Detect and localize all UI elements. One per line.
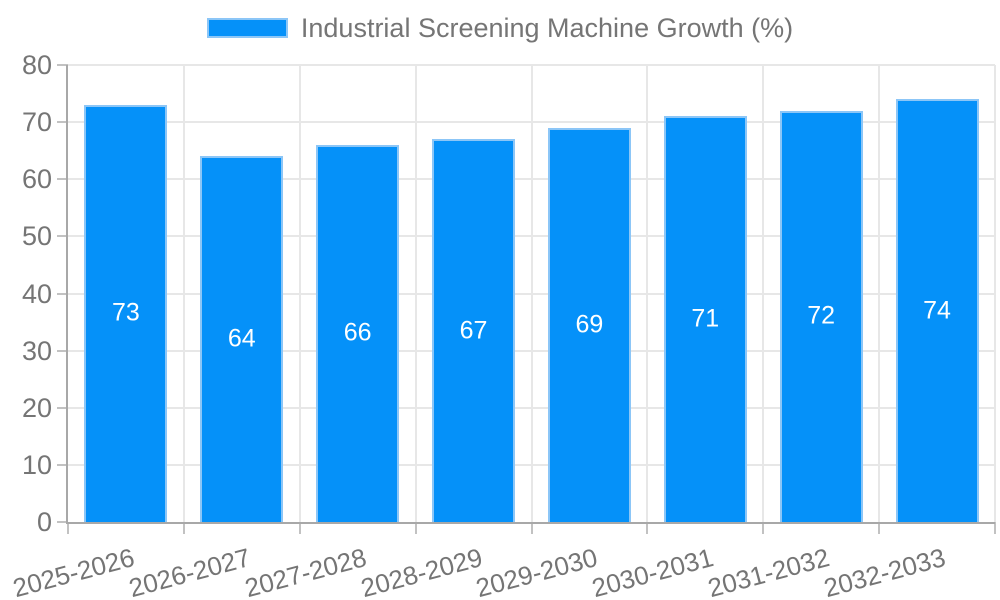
y-tick-label: 10 bbox=[21, 449, 52, 480]
y-tick-label: 40 bbox=[21, 278, 52, 309]
bar[interactable] bbox=[84, 104, 168, 522]
x-tick bbox=[414, 522, 417, 534]
y-tick bbox=[57, 463, 68, 466]
x-tick bbox=[67, 522, 69, 534]
legend-swatch bbox=[206, 18, 288, 38]
bar[interactable] bbox=[779, 110, 863, 522]
v-gridline bbox=[762, 65, 765, 522]
x-tick bbox=[298, 522, 301, 534]
bar-value-label: 69 bbox=[575, 310, 604, 339]
y-tick bbox=[57, 292, 68, 295]
legend-label: Industrial Screening Machine Growth (%) bbox=[300, 13, 794, 43]
bar[interactable] bbox=[316, 144, 400, 522]
v-gridline bbox=[414, 65, 417, 522]
x-tick bbox=[646, 522, 649, 534]
y-tick-label: 60 bbox=[21, 164, 52, 195]
x-tick bbox=[762, 522, 765, 534]
v-gridline bbox=[994, 65, 996, 522]
bar-value-label: 74 bbox=[923, 296, 951, 325]
y-tick bbox=[57, 178, 68, 181]
bar[interactable] bbox=[432, 139, 516, 522]
y-tick bbox=[57, 406, 68, 409]
y-tick-label: 20 bbox=[21, 392, 52, 423]
x-tick bbox=[994, 522, 996, 534]
y-tick bbox=[57, 121, 68, 124]
bar-value-label: 67 bbox=[459, 316, 488, 345]
bar-value-label: 64 bbox=[227, 324, 256, 353]
x-axis-line bbox=[66, 522, 995, 524]
y-tick-label: 70 bbox=[21, 107, 52, 138]
v-gridline bbox=[298, 65, 301, 522]
bar[interactable] bbox=[663, 116, 747, 522]
bar[interactable] bbox=[200, 156, 284, 522]
v-gridline bbox=[646, 65, 649, 522]
y-tick-label: 30 bbox=[21, 335, 52, 366]
bar-value-label: 73 bbox=[112, 298, 140, 327]
x-tick bbox=[182, 522, 185, 534]
v-gridline bbox=[182, 65, 185, 522]
y-tick-label: 80 bbox=[21, 50, 52, 80]
bar[interactable] bbox=[547, 127, 631, 522]
x-tick bbox=[530, 522, 533, 534]
y-tick bbox=[57, 235, 68, 238]
bar-value-label: 72 bbox=[807, 301, 836, 330]
y-tick-label: 50 bbox=[21, 221, 52, 252]
v-gridline bbox=[878, 65, 881, 522]
bar[interactable] bbox=[895, 99, 979, 522]
y-tick bbox=[57, 349, 68, 352]
y-tick bbox=[57, 521, 68, 523]
chart-legend[interactable]: Industrial Screening Machine Growth (%) bbox=[0, 0, 1000, 56]
y-tick-label: 0 bbox=[36, 507, 52, 537]
v-gridline bbox=[530, 65, 533, 522]
y-axis-line bbox=[66, 65, 68, 524]
bar-value-label: 71 bbox=[691, 304, 720, 333]
x-tick bbox=[878, 522, 881, 534]
bar-value-label: 66 bbox=[343, 318, 372, 347]
y-tick bbox=[57, 64, 68, 66]
